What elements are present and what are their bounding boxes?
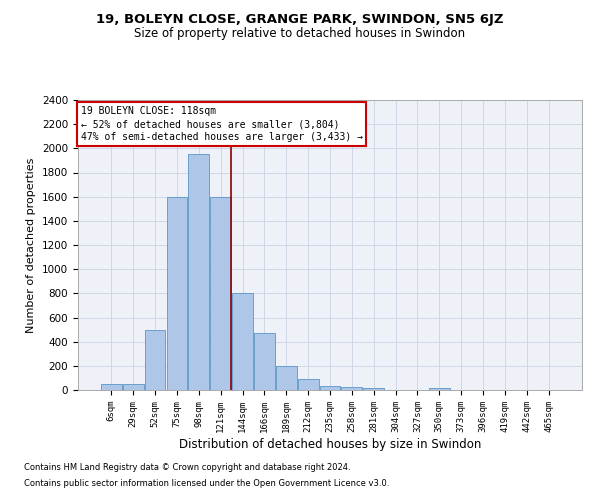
Y-axis label: Number of detached properties: Number of detached properties: [26, 158, 37, 332]
Bar: [101, 384, 122, 390]
Bar: [145, 330, 166, 390]
Text: Contains public sector information licensed under the Open Government Licence v3: Contains public sector information licen…: [24, 478, 389, 488]
Bar: [276, 366, 296, 390]
X-axis label: Distribution of detached houses by size in Swindon: Distribution of detached houses by size …: [179, 438, 481, 450]
Bar: [341, 387, 362, 390]
Bar: [364, 388, 384, 390]
Text: 19 BOLEYN CLOSE: 118sqm
← 52% of detached houses are smaller (3,804)
47% of semi: 19 BOLEYN CLOSE: 118sqm ← 52% of detache…: [80, 106, 362, 142]
Bar: [188, 154, 209, 390]
Bar: [123, 384, 143, 390]
Bar: [429, 388, 450, 390]
Text: Contains HM Land Registry data © Crown copyright and database right 2024.: Contains HM Land Registry data © Crown c…: [24, 464, 350, 472]
Bar: [298, 379, 319, 390]
Bar: [210, 196, 231, 390]
Bar: [232, 294, 253, 390]
Bar: [167, 196, 187, 390]
Text: 19, BOLEYN CLOSE, GRANGE PARK, SWINDON, SN5 6JZ: 19, BOLEYN CLOSE, GRANGE PARK, SWINDON, …: [96, 12, 504, 26]
Bar: [254, 332, 275, 390]
Bar: [320, 386, 340, 390]
Text: Size of property relative to detached houses in Swindon: Size of property relative to detached ho…: [134, 28, 466, 40]
